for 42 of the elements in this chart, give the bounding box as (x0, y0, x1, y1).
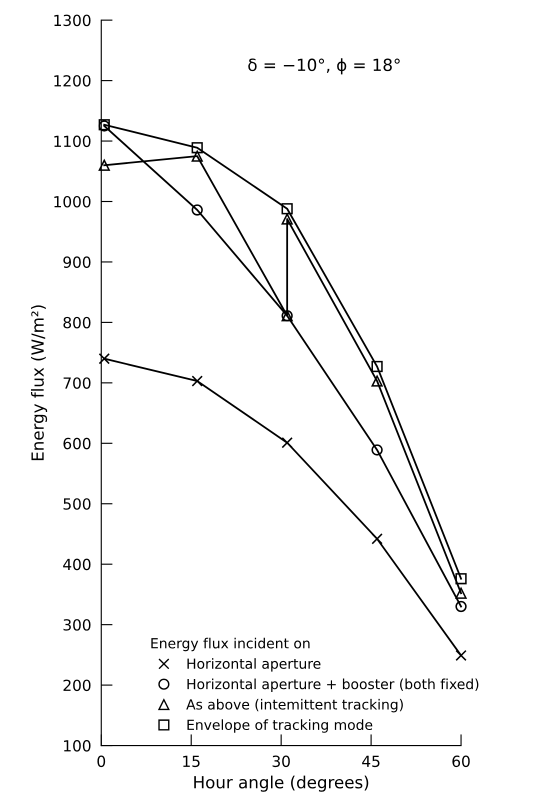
y-tick-label: 500 (64, 498, 91, 510)
y-tick-label: 400 (63, 558, 91, 570)
point (371, 375, 383, 387)
point (98, 353, 110, 364)
x-axis-title: Hour angle (degrees) (194, 776, 368, 792)
y-tick-label: 700 (64, 377, 91, 389)
point (455, 588, 467, 599)
legend-label: Horizontal aperture (187, 658, 320, 672)
point (282, 203, 293, 214)
point (371, 533, 383, 544)
point (192, 142, 203, 154)
x-tick-label: 60 (452, 756, 470, 768)
y-tick-label: 1300 (54, 14, 91, 26)
legend-label: Horizontal aperture + booster (both fixed) (187, 678, 478, 692)
y-tick-label: 200 (64, 680, 91, 692)
point (371, 360, 383, 372)
y-tick-label: 800 (63, 316, 91, 328)
legend-label: As above (intemittent tracking) (186, 698, 403, 712)
point (192, 375, 203, 387)
y-axis-title: Energy flux (W/m²) (30, 305, 48, 460)
x-tick-label: 15 (183, 756, 200, 768)
y-tick-label: 1000 (54, 196, 91, 208)
point (282, 213, 293, 225)
x-tick-label: 30 (272, 756, 290, 768)
y-tick-label: 1100 (54, 136, 91, 148)
y-tick-label: 100 (64, 740, 91, 752)
y-tick-label: 300 (64, 619, 91, 631)
x-tick-label: 0 (97, 756, 106, 768)
legend-title: Energy flux incident on (151, 638, 310, 652)
point (455, 600, 467, 612)
x-tick-label: 45 (362, 756, 380, 768)
y-tick-label: 1200 (54, 75, 91, 87)
point (455, 650, 467, 662)
y-tick-label: 900 (63, 256, 91, 268)
point (371, 444, 383, 456)
point (192, 150, 203, 162)
point (192, 204, 203, 216)
y-tick-label: 600 (63, 438, 91, 450)
point (98, 160, 110, 171)
point (455, 573, 467, 584)
legend-label: Envelope of tracking mode (187, 719, 372, 733)
annotation: δ = −10°, ϕ = 18° (248, 58, 400, 74)
